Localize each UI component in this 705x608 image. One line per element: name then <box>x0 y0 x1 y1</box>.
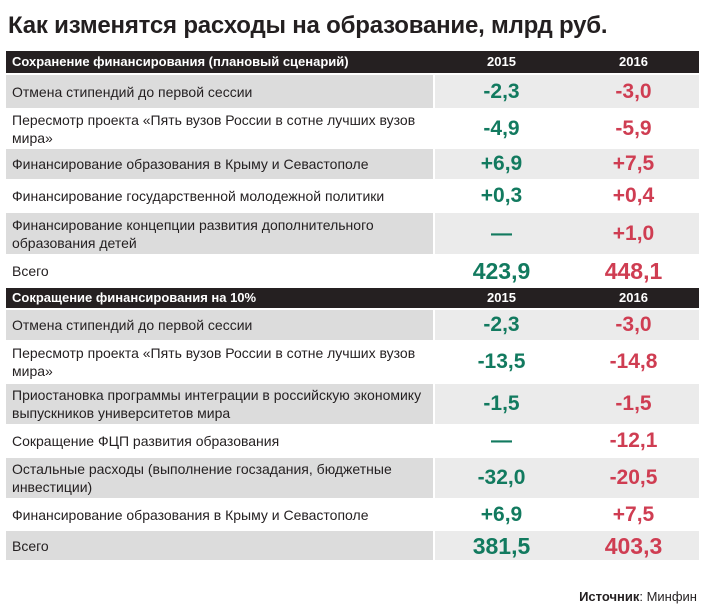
year-2016-header: 2016 <box>568 288 699 308</box>
value-2016: 403,3 <box>568 531 699 560</box>
value-2016: -12,1 <box>568 426 699 456</box>
source-label: Источник <box>579 589 640 604</box>
table-row: Сокращение ФЦП развития образования — -1… <box>6 424 699 456</box>
table-row: Пересмотр проекта «Пять вузов России в с… <box>6 108 699 147</box>
value-2015: — <box>435 213 568 254</box>
value-2015: — <box>435 426 568 456</box>
value-2015: -13,5 <box>435 342 568 382</box>
table-row: Приостановка программы интеграции в росс… <box>6 382 699 424</box>
table-row: Финансирование образования в Крыму и Сев… <box>6 147 699 179</box>
value-2016: -20,5 <box>568 458 699 498</box>
year-2015-header: 2015 <box>435 51 568 73</box>
row-label: Приостановка программы интеграции в росс… <box>6 384 433 424</box>
value-2015: +6,9 <box>435 149 568 179</box>
row-label: Финансирование образования в Крыму и Сев… <box>6 500 433 529</box>
value-2015: 381,5 <box>435 531 568 560</box>
value-2015: -4,9 <box>435 110 568 147</box>
row-label: Пересмотр проекта «Пять вузов России в с… <box>6 342 433 382</box>
row-label: Остальные расходы (выполнение госзадания… <box>6 458 433 498</box>
expenses-table: Сохранение финансирования (плановый сцен… <box>6 51 699 560</box>
row-label: Всего <box>6 256 433 286</box>
year-2015-header: 2015 <box>435 288 568 308</box>
value-2016: +0,4 <box>568 181 699 211</box>
value-2016: -3,0 <box>568 310 699 340</box>
table-row: Отмена стипендий до первой сессии -2,3 -… <box>6 73 699 108</box>
value-2015: +6,9 <box>435 500 568 529</box>
year-2016-header: 2016 <box>568 51 699 73</box>
row-label: Финансирование образования в Крыму и Сев… <box>6 149 433 179</box>
value-2016: -14,8 <box>568 342 699 382</box>
table-row: Финансирование государственной молодежно… <box>6 179 699 211</box>
source-note: Источник: Минфин <box>579 589 697 605</box>
page-title: Как изменятся расходы на образование, мл… <box>8 12 608 39</box>
table-row: Отмена стипендий до первой сессии -2,3 -… <box>6 308 699 340</box>
table-row: Остальные расходы (выполнение госзадания… <box>6 456 699 498</box>
value-2016: -3,0 <box>568 75 699 108</box>
row-label: Всего <box>6 531 433 560</box>
section-header-label: Сохранение финансирования (плановый сцен… <box>6 51 433 73</box>
value-2015: +0,3 <box>435 181 568 211</box>
total-row: Всего 423,9 448,1 <box>6 254 699 286</box>
value-2016: -5,9 <box>568 110 699 147</box>
row-label: Сокращение ФЦП развития образования <box>6 426 433 456</box>
section-header: Сохранение финансирования (плановый сцен… <box>6 51 699 73</box>
row-label: Финансирование государственной молодежно… <box>6 181 433 211</box>
row-label: Отмена стипендий до первой сессии <box>6 310 433 340</box>
row-label: Отмена стипендий до первой сессии <box>6 75 433 108</box>
section-header: Сокращение финансирования на 10% 2015 20… <box>6 286 699 308</box>
value-2016: 448,1 <box>568 256 699 286</box>
table-row: Финансирование концепции развития дополн… <box>6 211 699 254</box>
value-2015: -1,5 <box>435 384 568 424</box>
section-header-label: Сокращение финансирования на 10% <box>6 288 433 308</box>
table-row: Пересмотр проекта «Пять вузов России в с… <box>6 340 699 382</box>
value-2016: +7,5 <box>568 500 699 529</box>
value-2016: +7,5 <box>568 149 699 179</box>
value-2016: +1,0 <box>568 213 699 254</box>
row-label: Финансирование концепции развития дополн… <box>6 213 433 254</box>
total-row: Всего 381,5 403,3 <box>6 529 699 560</box>
source-value: : Минфин <box>639 589 697 604</box>
value-2016: -1,5 <box>568 384 699 424</box>
value-2015: -2,3 <box>435 75 568 108</box>
row-label: Пересмотр проекта «Пять вузов России в с… <box>6 110 433 147</box>
value-2015: 423,9 <box>435 256 568 286</box>
table-row: Финансирование образования в Крыму и Сев… <box>6 498 699 529</box>
value-2015: -2,3 <box>435 310 568 340</box>
value-2015: -32,0 <box>435 458 568 498</box>
